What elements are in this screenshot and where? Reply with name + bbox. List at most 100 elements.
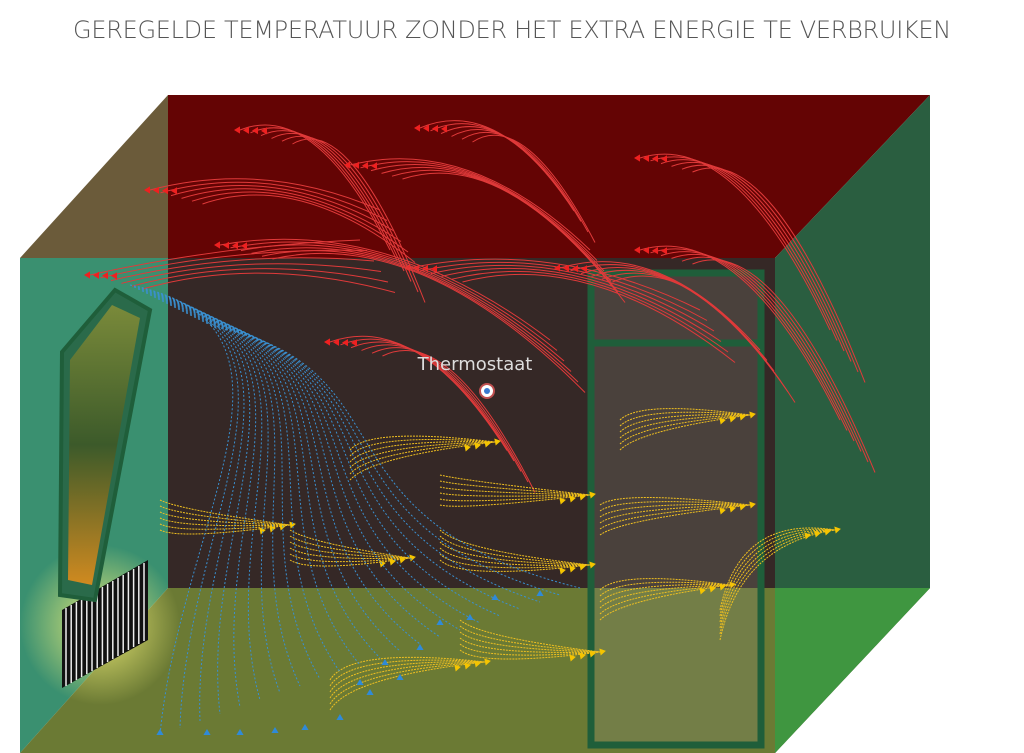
mixed-flow — [459, 619, 601, 653]
warm-flow — [441, 268, 722, 342]
mixed-flow — [159, 524, 291, 535]
mixed-flow — [289, 541, 411, 559]
cold-flow — [193, 316, 481, 624]
flow-arrowhead — [559, 567, 566, 575]
flow-arrowhead — [464, 444, 471, 452]
flow-arrowhead — [739, 503, 746, 511]
warm-flow — [219, 238, 551, 341]
cold-flow — [177, 308, 401, 652]
flow-arrowhead — [236, 729, 244, 735]
warm-flow — [149, 178, 381, 211]
cold-flow — [145, 292, 257, 708]
mixed-flow — [599, 584, 731, 615]
warm-flow — [451, 129, 582, 222]
thermostat-label: Thermostaat — [417, 354, 533, 375]
flow-arrowhead — [342, 339, 348, 347]
warm-flow — [671, 253, 862, 452]
warm-flow — [131, 268, 389, 287]
flow-arrowhead — [569, 654, 576, 662]
mixed-flow — [599, 584, 731, 621]
mixed-flow — [329, 656, 486, 681]
flow-arrowhead — [271, 727, 279, 733]
warm-flow — [240, 244, 565, 362]
flow-arrowhead — [214, 241, 220, 249]
flow-arrowhead — [261, 127, 267, 135]
mixed-flow — [719, 529, 836, 629]
flow-arrowhead — [834, 526, 841, 534]
flow-arrowhead — [336, 714, 344, 720]
cold-flow — [141, 290, 251, 715]
flow-arrowhead — [84, 271, 90, 279]
flow-arrowhead — [243, 126, 249, 134]
flow-arrowhead — [351, 339, 357, 347]
warm-flow — [202, 194, 416, 263]
flow-arrowhead — [719, 417, 726, 425]
flow-arrowhead — [661, 155, 667, 163]
warm-flow — [360, 161, 598, 261]
mixed-flow — [329, 661, 486, 693]
warm-flow — [409, 258, 701, 311]
flow-arrowhead — [234, 126, 240, 134]
flow-arrowhead — [432, 125, 438, 133]
flow-arrowhead — [203, 729, 211, 735]
flow-arrowhead — [111, 272, 117, 280]
cold-flow — [153, 296, 281, 694]
flow-arrowhead — [652, 247, 658, 255]
ceiling-left — [20, 95, 168, 258]
warm-flow — [370, 164, 605, 272]
flow-arrowhead — [436, 619, 444, 625]
flow-arrowhead — [102, 272, 108, 280]
mixed-flow — [619, 408, 751, 421]
flow-arrowhead — [554, 264, 560, 272]
flow-arrowhead — [171, 187, 177, 195]
flow-arrowhead — [93, 271, 99, 279]
mixed-flow — [159, 499, 291, 526]
flow-arrowhead — [729, 415, 736, 423]
flow-arrowhead — [464, 662, 471, 670]
warm-flow — [639, 153, 831, 331]
mixed-flow — [439, 480, 591, 496]
mixed-flow — [439, 559, 591, 572]
mixed-flow — [439, 474, 591, 496]
flow-arrowhead — [719, 583, 726, 591]
warm-flow — [239, 124, 391, 251]
warm-flow — [361, 344, 522, 472]
flow-arrowhead — [252, 127, 258, 135]
warm-flow — [461, 131, 589, 233]
cold-flow — [157, 298, 301, 687]
mixed-flow — [599, 584, 731, 609]
flow-arrowhead — [399, 556, 406, 564]
flow-arrowhead — [162, 187, 168, 195]
mixed-flow — [289, 553, 411, 563]
flow-arrowhead — [156, 729, 164, 735]
flow-arrowhead — [474, 660, 481, 668]
mixed-flow — [439, 529, 591, 566]
mixed-flow — [459, 649, 601, 660]
flow-arrowhead — [572, 265, 578, 273]
mixed-flow — [719, 529, 836, 641]
mixed-flow — [459, 637, 601, 653]
warm-flow — [251, 247, 572, 372]
flow-arrowhead — [484, 440, 491, 448]
warm-flow — [681, 164, 859, 373]
flow-arrowhead — [414, 124, 420, 132]
flow-arrowhead — [259, 527, 266, 535]
warm-flow — [660, 159, 845, 352]
flow-arrowhead — [536, 590, 544, 596]
mixed-flow — [159, 517, 291, 527]
warm-flow — [170, 185, 395, 232]
mixed-flow — [439, 492, 591, 497]
flow-arrowhead — [581, 265, 587, 273]
flow-arrowhead — [474, 442, 481, 450]
flow-arrowhead — [491, 594, 499, 600]
flow-arrowhead — [144, 186, 150, 194]
warm-flow — [660, 251, 855, 442]
flow-arrowhead — [409, 554, 416, 562]
title: GEREGELDE TEMPERATUUR ZONDER HET EXTRA E… — [73, 16, 951, 44]
flow-arrowhead — [719, 507, 726, 515]
mixed-flow — [349, 435, 496, 451]
mixed-flow — [439, 486, 591, 496]
mixed-flow — [159, 505, 291, 526]
flow-arrowhead — [634, 246, 640, 254]
